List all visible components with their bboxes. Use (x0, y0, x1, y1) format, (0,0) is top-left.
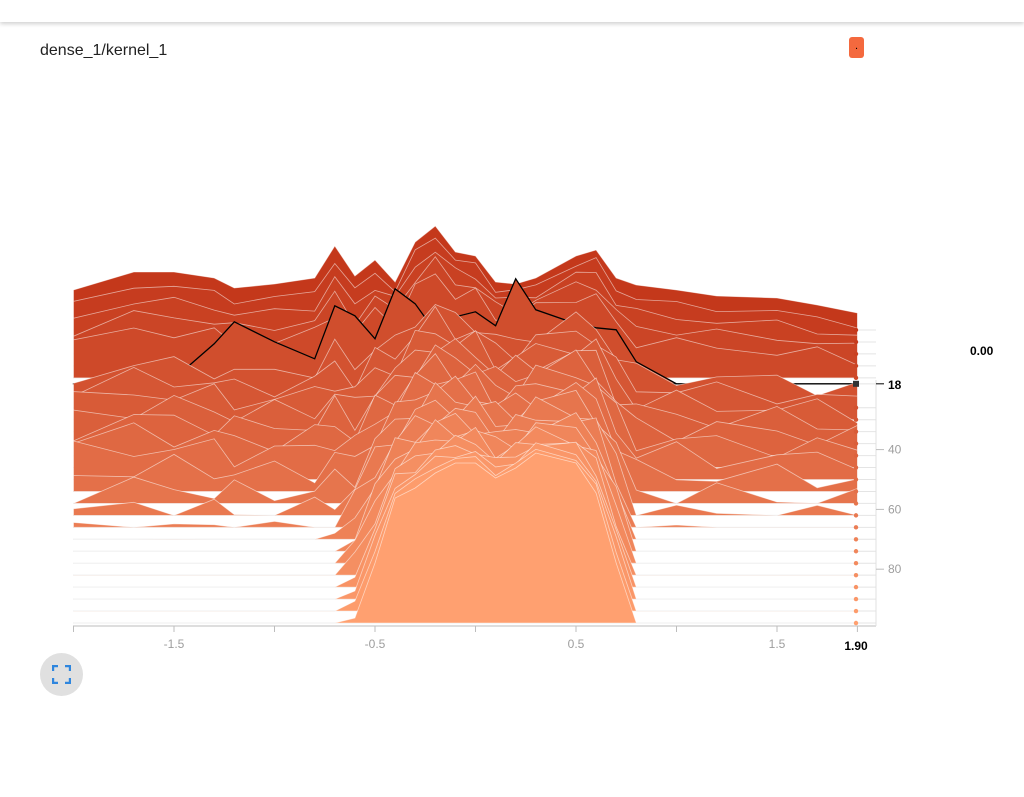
step-marker-dot (853, 596, 859, 602)
step-marker-dot (853, 405, 859, 410)
step-marker-dot (853, 549, 859, 554)
y-tick-label: 60 (888, 502, 902, 516)
hover-step-marker (853, 380, 859, 387)
step-marker-dot (853, 608, 859, 614)
hover-step-label: 18 (888, 378, 902, 392)
step-marker-dot (853, 477, 859, 482)
step-marker-dot (853, 327, 859, 333)
step-marker-dot (853, 572, 859, 578)
step-marker-dot (853, 417, 859, 422)
step-marker-dot (853, 375, 859, 381)
step-marker-dot (853, 620, 859, 626)
chart-title: dense_1/kernel_1 (40, 42, 168, 59)
expand-chart-button[interactable] (40, 653, 83, 696)
step-marker-dot (853, 441, 859, 446)
hover-value-readout: 0.00 (970, 344, 994, 358)
histogram-layers (72, 225, 859, 624)
run-color-swatch[interactable]: . (849, 37, 864, 58)
x-tick-label: -1.5 (164, 637, 185, 651)
x-tick-label: -0.5 (365, 637, 386, 651)
step-marker-dot (853, 351, 859, 357)
histogram-step-98 (73, 452, 858, 624)
step-marker-dot (853, 513, 859, 518)
top-toolbar (0, 0, 1024, 22)
step-marker-dot (853, 489, 859, 494)
step-marker-dot (853, 339, 859, 345)
y-tick-label: 80 (888, 562, 902, 576)
fullscreen-expand-icon (52, 665, 71, 684)
step-marker-dot (853, 584, 859, 590)
step-marker-dot (853, 501, 859, 506)
step-markers (853, 327, 859, 626)
hover-x-label: 1.90 (844, 639, 868, 653)
step-marker-dot (853, 537, 859, 542)
x-tick-label: 1.5 (769, 637, 786, 651)
step-marker-dot (853, 465, 859, 470)
x-tick-label: 0.5 (568, 637, 585, 651)
step-marker-dot (853, 363, 859, 369)
step-marker-dot (853, 453, 859, 458)
step-marker-dot (853, 561, 859, 566)
y-tick-label: 40 (888, 443, 902, 457)
step-marker-dot (853, 525, 859, 530)
step-marker-dot (853, 429, 859, 434)
